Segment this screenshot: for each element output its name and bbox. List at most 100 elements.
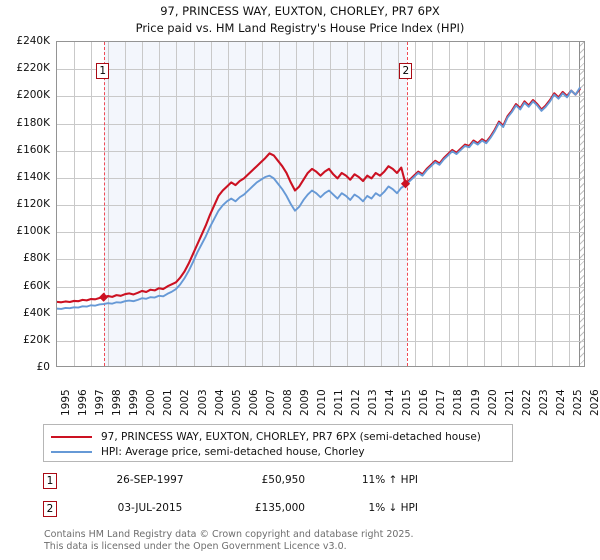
row-hpi-delta: 11% ↑ HPI	[361, 474, 418, 486]
gridline-vertical	[534, 42, 536, 366]
x-axis-tick-label: 2011	[333, 389, 346, 416]
x-axis-tick-label: 2023	[537, 389, 550, 416]
x-axis-tick-label: 2000	[145, 389, 158, 416]
y-axis-tick-label: £40K	[23, 306, 50, 319]
x-axis-labels: 1995 1996 1997 1998 1999 2000 2001 2002 2003 2004…	[0, 372, 600, 418]
x-axis-tick-label: 2021	[503, 389, 516, 416]
gridline-horizontal	[57, 96, 584, 98]
legend-item-hpi: HPI: Average price, semi-detached house,…	[51, 445, 505, 459]
gridline-vertical	[227, 42, 229, 366]
gridline-vertical	[142, 42, 144, 366]
y-axis-tick-label: £180K	[16, 116, 50, 129]
footer-attribution: Contains HM Land Registry data © Crown c…	[44, 529, 584, 552]
y-axis-tick-label: £100K	[16, 225, 50, 238]
series-lines	[57, 86, 581, 310]
transaction-marker-line	[103, 42, 105, 366]
gridline-vertical	[568, 42, 570, 366]
gridline-horizontal	[57, 286, 584, 288]
x-axis-tick-label: 1998	[111, 389, 124, 416]
page-subtitle: Price paid vs. HM Land Registry's House …	[135, 21, 465, 35]
x-axis-tick-label: 2004	[213, 389, 226, 416]
x-axis-tick-label: 2016	[418, 389, 431, 416]
table-row: 2 03-JUL-2015 £135,000 1% ↓ HPI	[43, 498, 513, 526]
x-axis-tick-label: 2008	[281, 389, 294, 416]
gridline-vertical	[193, 42, 195, 366]
row-date: 26-SEP-1997	[116, 474, 184, 486]
x-axis-tick-label: 2005	[230, 389, 243, 416]
x-axis-tick-label: 2019	[469, 389, 482, 416]
transactions-table: 1 26-SEP-1997 £50,950 11% ↑ HPI 2 03-JUL…	[43, 470, 513, 526]
footer-line-1: Contains HM Land Registry data © Crown c…	[44, 529, 414, 540]
gridline-vertical	[381, 42, 383, 366]
row-price: £135,000	[254, 502, 305, 514]
legend-label-hpi: HPI: Average price, semi-detached house,…	[101, 446, 365, 458]
gridline-vertical	[432, 42, 434, 366]
gridline-vertical	[330, 42, 332, 366]
y-axis-tick-label: £0	[36, 361, 50, 373]
y-axis-tick-label: £80K	[23, 252, 50, 265]
gridline-vertical	[364, 42, 366, 366]
gridline-vertical	[108, 42, 110, 366]
transaction-marker-line	[406, 42, 408, 366]
x-axis-tick-label: 2025	[571, 389, 584, 416]
gridline-horizontal	[57, 150, 584, 152]
x-axis-tick-label: 2006	[247, 389, 260, 416]
gridline-vertical	[74, 42, 76, 366]
legend-swatch-hpi	[51, 451, 92, 453]
x-axis-tick-label: 1999	[128, 389, 141, 416]
x-axis-tick-label: 2024	[554, 389, 567, 416]
x-axis-tick-label: 2010	[315, 389, 328, 416]
x-axis-tick-label: 2014	[384, 389, 397, 416]
gridline-vertical	[91, 42, 93, 366]
legend-label-price-paid: 97, PRINCESS WAY, EUXTON, CHORLEY, PR7 6…	[101, 431, 481, 443]
y-axis-tick-label: £160K	[16, 143, 50, 156]
gridline-vertical	[347, 42, 349, 366]
gridline-vertical	[278, 42, 280, 366]
gridline-horizontal	[57, 340, 584, 342]
transaction-marker-diamond	[98, 292, 109, 302]
x-axis-tick-label: 2009	[298, 389, 311, 416]
x-axis-tick-label: 2003	[196, 389, 209, 416]
gridline-vertical	[312, 42, 314, 366]
gridline-horizontal	[57, 177, 584, 179]
footer-line-2: This data is licensed under the Open Gov…	[44, 540, 347, 552]
row-date: 03-JUL-2015	[117, 502, 183, 514]
gridline-vertical	[159, 42, 161, 366]
gridline-vertical	[295, 42, 297, 366]
gridline-horizontal	[57, 313, 584, 315]
gridline-vertical	[483, 42, 485, 366]
row-hpi-delta: 1% ↓ HPI	[368, 502, 418, 514]
x-axis-tick-label: 2026	[589, 389, 600, 416]
y-axis-tick-label: £140K	[16, 170, 50, 183]
x-axis-tick-label: 1995	[60, 389, 72, 416]
y-axis-tick-label: £220K	[16, 62, 50, 75]
gridline-horizontal	[57, 259, 584, 261]
marker-badge-1: 1	[96, 63, 110, 79]
gridline-vertical	[261, 42, 263, 366]
gridline-vertical	[398, 42, 400, 366]
legend: 97, PRINCESS WAY, EUXTON, CHORLEY, PR7 6…	[43, 424, 513, 462]
x-axis-tick-label: 2020	[486, 389, 499, 416]
y-axis-tick-label: £20K	[23, 333, 50, 346]
table-row: 1 26-SEP-1997 £50,950 11% ↑ HPI	[43, 470, 513, 498]
gridline-vertical	[466, 42, 468, 366]
row-marker-number: 2	[43, 501, 57, 517]
x-axis-tick-label: 2002	[179, 389, 192, 416]
x-axis-tick-label: 1997	[94, 389, 107, 416]
projected-period-hatching	[579, 42, 584, 366]
x-axis-tick-label: 2017	[435, 389, 448, 416]
gridline-horizontal	[57, 205, 584, 206]
gridline-vertical	[125, 42, 127, 366]
row-marker-number: 1	[43, 473, 57, 489]
gridline-vertical	[551, 42, 553, 366]
legend-swatch-price-paid	[51, 436, 92, 438]
x-axis-tick-label: 2022	[520, 389, 533, 416]
gridline-vertical	[449, 42, 451, 366]
chart-title-block: 97, PRINCESS WAY, EUXTON, CHORLEY, PR7 6…	[0, 3, 600, 37]
plot-area	[56, 41, 585, 367]
legend-item-price-paid: 97, PRINCESS WAY, EUXTON, CHORLEY, PR7 6…	[51, 430, 505, 444]
gridline-horizontal	[57, 123, 584, 125]
page-title: 97, PRINCESS WAY, EUXTON, CHORLEY, PR7 6…	[160, 4, 440, 18]
chart-container: £0 £20K £40K £60K £80K £100K £120K £140K £160K £1…	[0, 35, 600, 378]
x-axis-tick-label: 2012	[350, 389, 363, 416]
